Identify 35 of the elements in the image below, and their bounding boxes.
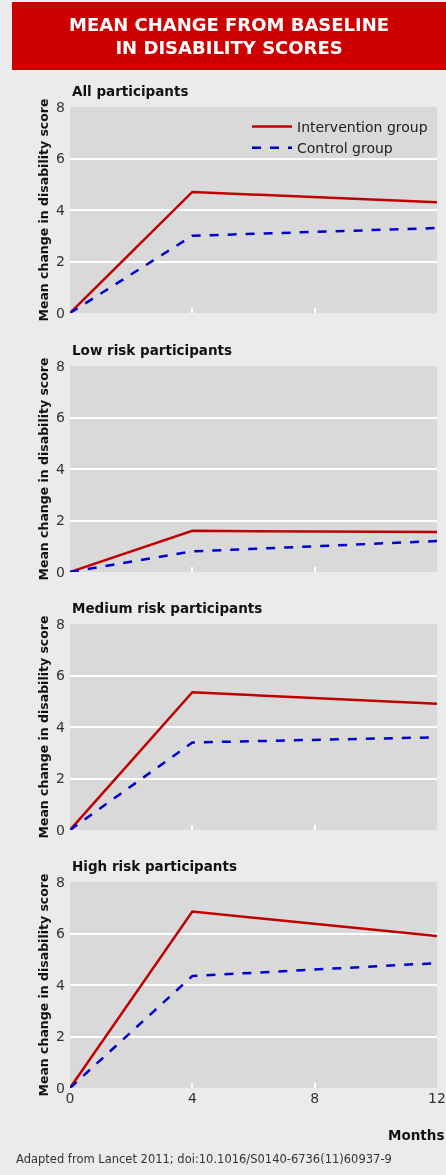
legend-label: Control group	[297, 140, 393, 157]
y-tick-label: 0	[56, 304, 65, 321]
x-tick-label: 8	[310, 1090, 320, 1106]
y-axis-title: Mean change in disability score	[36, 873, 52, 1097]
y-tick-label: 4	[56, 718, 66, 735]
text: Adapted from Lancet 2011; doi:10.1016/S0140-6736(11)60937-9	[16, 1152, 392, 1166]
y-axis-title: Mean change in disability score	[36, 98, 52, 322]
chart-subtitle: Medium risk participants	[72, 600, 263, 616]
y-tick-label: 8	[56, 873, 65, 890]
y-tick-label: 4	[56, 460, 66, 477]
y-tick-label: 0	[56, 563, 65, 580]
y-tick-label: 6	[56, 409, 66, 426]
chart-subtitle: High risk participants	[72, 858, 237, 874]
y-tick-label: 2	[56, 770, 65, 787]
x-axis-title: Months	[388, 1127, 445, 1143]
y-axis-title: Mean change in disability score	[36, 357, 52, 581]
y-tick-label: 8	[56, 98, 65, 115]
y-tick-label: 2	[56, 1028, 65, 1045]
y-tick-label: 8	[56, 357, 65, 374]
y-tick-label: 6	[56, 925, 66, 942]
chart-title: MEAN CHANGE FROM BASELINE IN DISABILITY SCORES	[69, 14, 390, 59]
x-tick-label: 4	[187, 1090, 197, 1106]
chart-subtitle: Low risk participants	[72, 342, 233, 358]
y-tick-label: 8	[56, 615, 65, 632]
y-tick-label: 2	[56, 253, 65, 270]
legend-label: Intervention group	[297, 119, 428, 136]
y-tick-label: 4	[56, 976, 66, 993]
y-tick-label: 6	[56, 667, 66, 684]
y-axis-title: Mean change in disability score	[36, 615, 52, 839]
chart-subtitle: All participants	[72, 83, 189, 99]
y-tick-label: 4	[56, 201, 66, 218]
y-tick-label: 6	[56, 150, 66, 167]
y-tick-label: 2	[56, 512, 65, 529]
x-tick-label: 12	[428, 1090, 446, 1106]
y-tick-label: 0	[56, 821, 65, 838]
